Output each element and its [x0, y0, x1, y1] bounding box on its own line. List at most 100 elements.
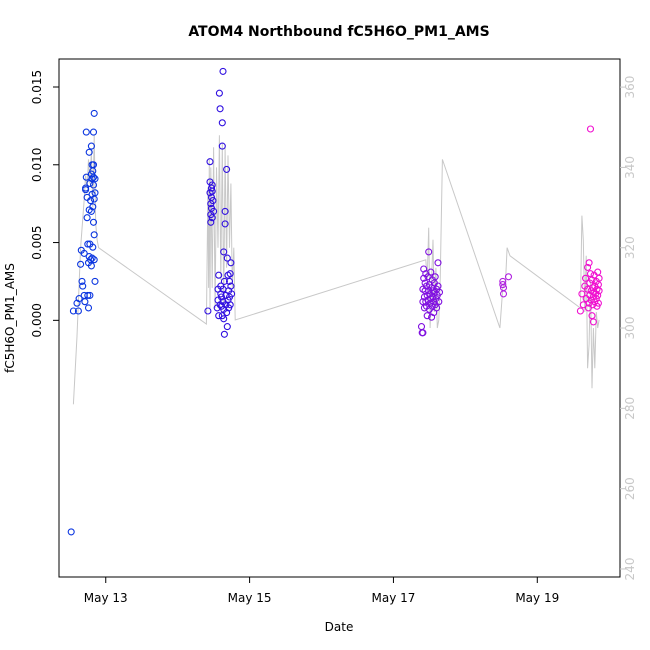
scatter-point: [69, 307, 77, 315]
scatter-point: [425, 248, 433, 256]
scatter-point: [586, 125, 595, 133]
scatter-point: [221, 220, 229, 228]
scatter-point: [584, 263, 592, 271]
scatter-point: [87, 142, 95, 150]
scatter-point: [220, 277, 228, 285]
x-axis-label: Date: [325, 620, 354, 634]
scatter-point: [435, 288, 444, 296]
y-axis-label: fC5H6O_PM1_AMS: [3, 263, 17, 373]
scatter-point: [75, 295, 83, 303]
scatter-point: [87, 262, 95, 270]
scatter-point: [89, 128, 98, 136]
scatter-point: [87, 207, 95, 215]
scatter-point: [67, 528, 75, 536]
scatter-point: [581, 274, 590, 282]
scatter-point: [83, 214, 91, 222]
scatter-point: [433, 304, 441, 312]
scatter-point: [215, 271, 223, 279]
scatter-point: [209, 197, 217, 205]
scatter-point: [204, 307, 212, 315]
y-tick-label: 0.010: [30, 148, 44, 182]
scatter-point: [218, 142, 226, 150]
scatter-point: [208, 214, 216, 222]
scatter-point: [417, 323, 426, 331]
scatter-point: [504, 273, 513, 281]
scatter-point: [589, 318, 597, 326]
scatter-point: [207, 218, 215, 226]
scatter-point: [91, 277, 99, 285]
scatter-point: [499, 281, 507, 289]
scatter-point: [215, 312, 223, 320]
scatter-point: [223, 323, 231, 331]
x-tick-label: May 13: [84, 591, 128, 605]
scatter-point: [228, 290, 236, 298]
scatter-point: [594, 299, 602, 307]
scatter-point: [84, 240, 92, 248]
y-tick-label: 0.000: [30, 303, 44, 337]
scatter-point: [80, 249, 88, 257]
scatter-point: [223, 165, 231, 173]
scatter-point: [88, 254, 96, 262]
scatter-point: [90, 256, 98, 264]
scatter-point: [84, 291, 92, 299]
chart-title: ATOM4 Northbound fC5H6O_PM1_AMS: [188, 24, 489, 40]
scatter-point: [85, 148, 93, 156]
scatter-point: [589, 284, 597, 292]
scatter-point: [219, 67, 227, 75]
scatter-point: [89, 173, 98, 181]
scatter-point: [226, 270, 234, 278]
scatter-point: [585, 259, 593, 267]
scatter-point: [91, 175, 99, 183]
scatter-point: [223, 254, 231, 262]
y2-tick-label: 240: [623, 558, 637, 581]
secondary-line-layer: [72, 135, 600, 405]
scatter-point: [89, 203, 97, 211]
y2-tick-label: 320: [623, 236, 637, 259]
scatter-point: [226, 301, 234, 309]
scatter-point: [90, 109, 98, 117]
scatter-point: [91, 189, 99, 197]
scatter-point: [77, 260, 85, 268]
scatter-point: [594, 291, 602, 299]
scatter-point: [576, 307, 584, 315]
scatter-point: [89, 161, 98, 169]
y-tick-label: 0.015: [30, 70, 44, 104]
scatter-point: [206, 158, 214, 166]
scatter-point: [586, 270, 595, 278]
scatter-point: [227, 282, 235, 290]
scatter-point: [220, 315, 228, 323]
scatter-point: [227, 259, 235, 267]
scatter-point: [210, 207, 218, 215]
scatter-point: [86, 291, 94, 299]
scatter-point: [89, 243, 97, 251]
scatter-point: [79, 282, 87, 290]
x-tick-label: May 15: [228, 591, 272, 605]
scatter-point: [215, 89, 223, 97]
y2-tick-label: 280: [623, 397, 637, 420]
scatter-point: [584, 285, 592, 293]
y-tick-label: 0.005: [30, 225, 44, 259]
x-tick-label: May 17: [371, 591, 415, 605]
scatter-point: [220, 330, 228, 338]
scatter-point: [207, 184, 216, 192]
scatter-point: [225, 277, 234, 285]
scatter-point: [435, 298, 443, 306]
secondary-y-axis: 240 260 280 300 320 340 360: [620, 76, 637, 581]
scatter-point: [78, 277, 86, 285]
scatter-point: [82, 128, 90, 136]
y2-tick-label: 340: [623, 156, 637, 179]
x-tick-label: May 19: [515, 591, 559, 605]
x-axis: May 13 May 15 May 17 May 19: [84, 577, 559, 605]
scatter-point-layer: [67, 67, 603, 536]
scatter-point: [578, 290, 586, 298]
scatter-point: [218, 119, 226, 127]
scatter-point: [84, 304, 93, 312]
scatter-point: [216, 105, 224, 113]
scatter-point: [217, 293, 226, 301]
scatter-point: [434, 259, 442, 267]
scatter-point: [220, 248, 228, 256]
y2-tick-label: 360: [623, 76, 637, 99]
scatter-point: [221, 207, 229, 215]
y-axis: 0.000 0.005 0.010 0.015: [30, 70, 59, 337]
